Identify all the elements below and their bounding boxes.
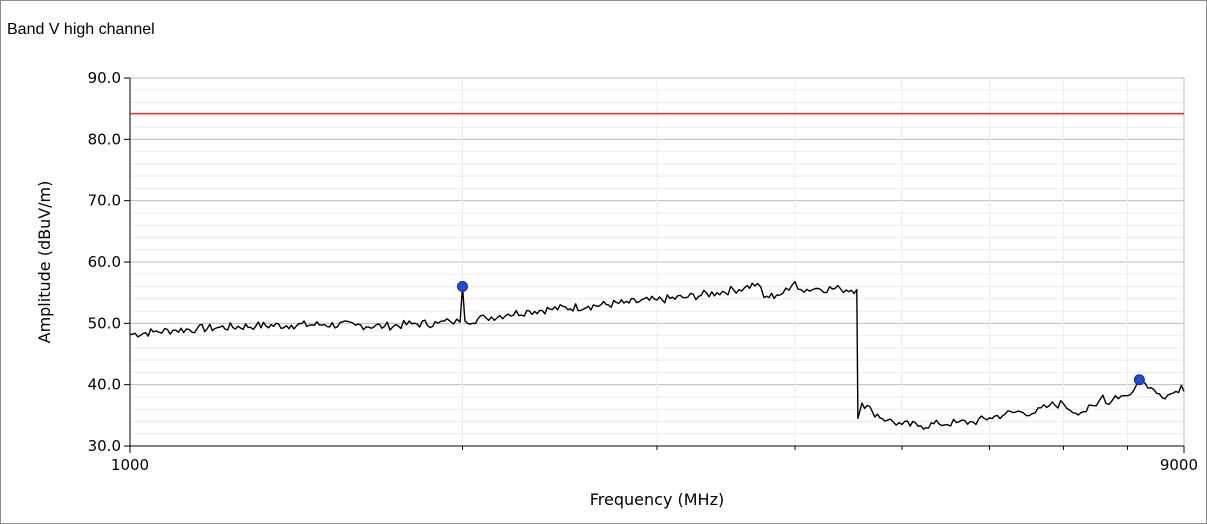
y-axis-title: Amplitude (dBuV/m): [35, 181, 54, 344]
axis-layer: 30.0 40.0 50.0 60.0 70.0 80.0 90.0 1000 9000: [88, 69, 1198, 474]
y-tick-label: 60.0: [88, 253, 121, 271]
y-tick-label: 40.0: [88, 376, 121, 394]
x-tick-label: 9000: [1160, 456, 1198, 474]
y-tick-label: 30.0: [88, 437, 121, 455]
y-tick-label: 80.0: [88, 130, 121, 148]
x-tick-label: 1000: [111, 456, 149, 474]
y-tick-label: 50.0: [88, 314, 121, 332]
grid-layer: [130, 77, 1185, 447]
chart-title: Band V high channel: [7, 21, 155, 38]
peak-marker: [1133, 374, 1145, 386]
x-axis-title: Frequency (MHz): [590, 490, 724, 509]
data-layer: [129, 112, 1185, 430]
y-tick-label: 70.0: [88, 192, 121, 210]
series-trace: [129, 280, 1185, 430]
peak-marker: [456, 281, 468, 293]
y-tick-label: 90.0: [88, 69, 121, 87]
